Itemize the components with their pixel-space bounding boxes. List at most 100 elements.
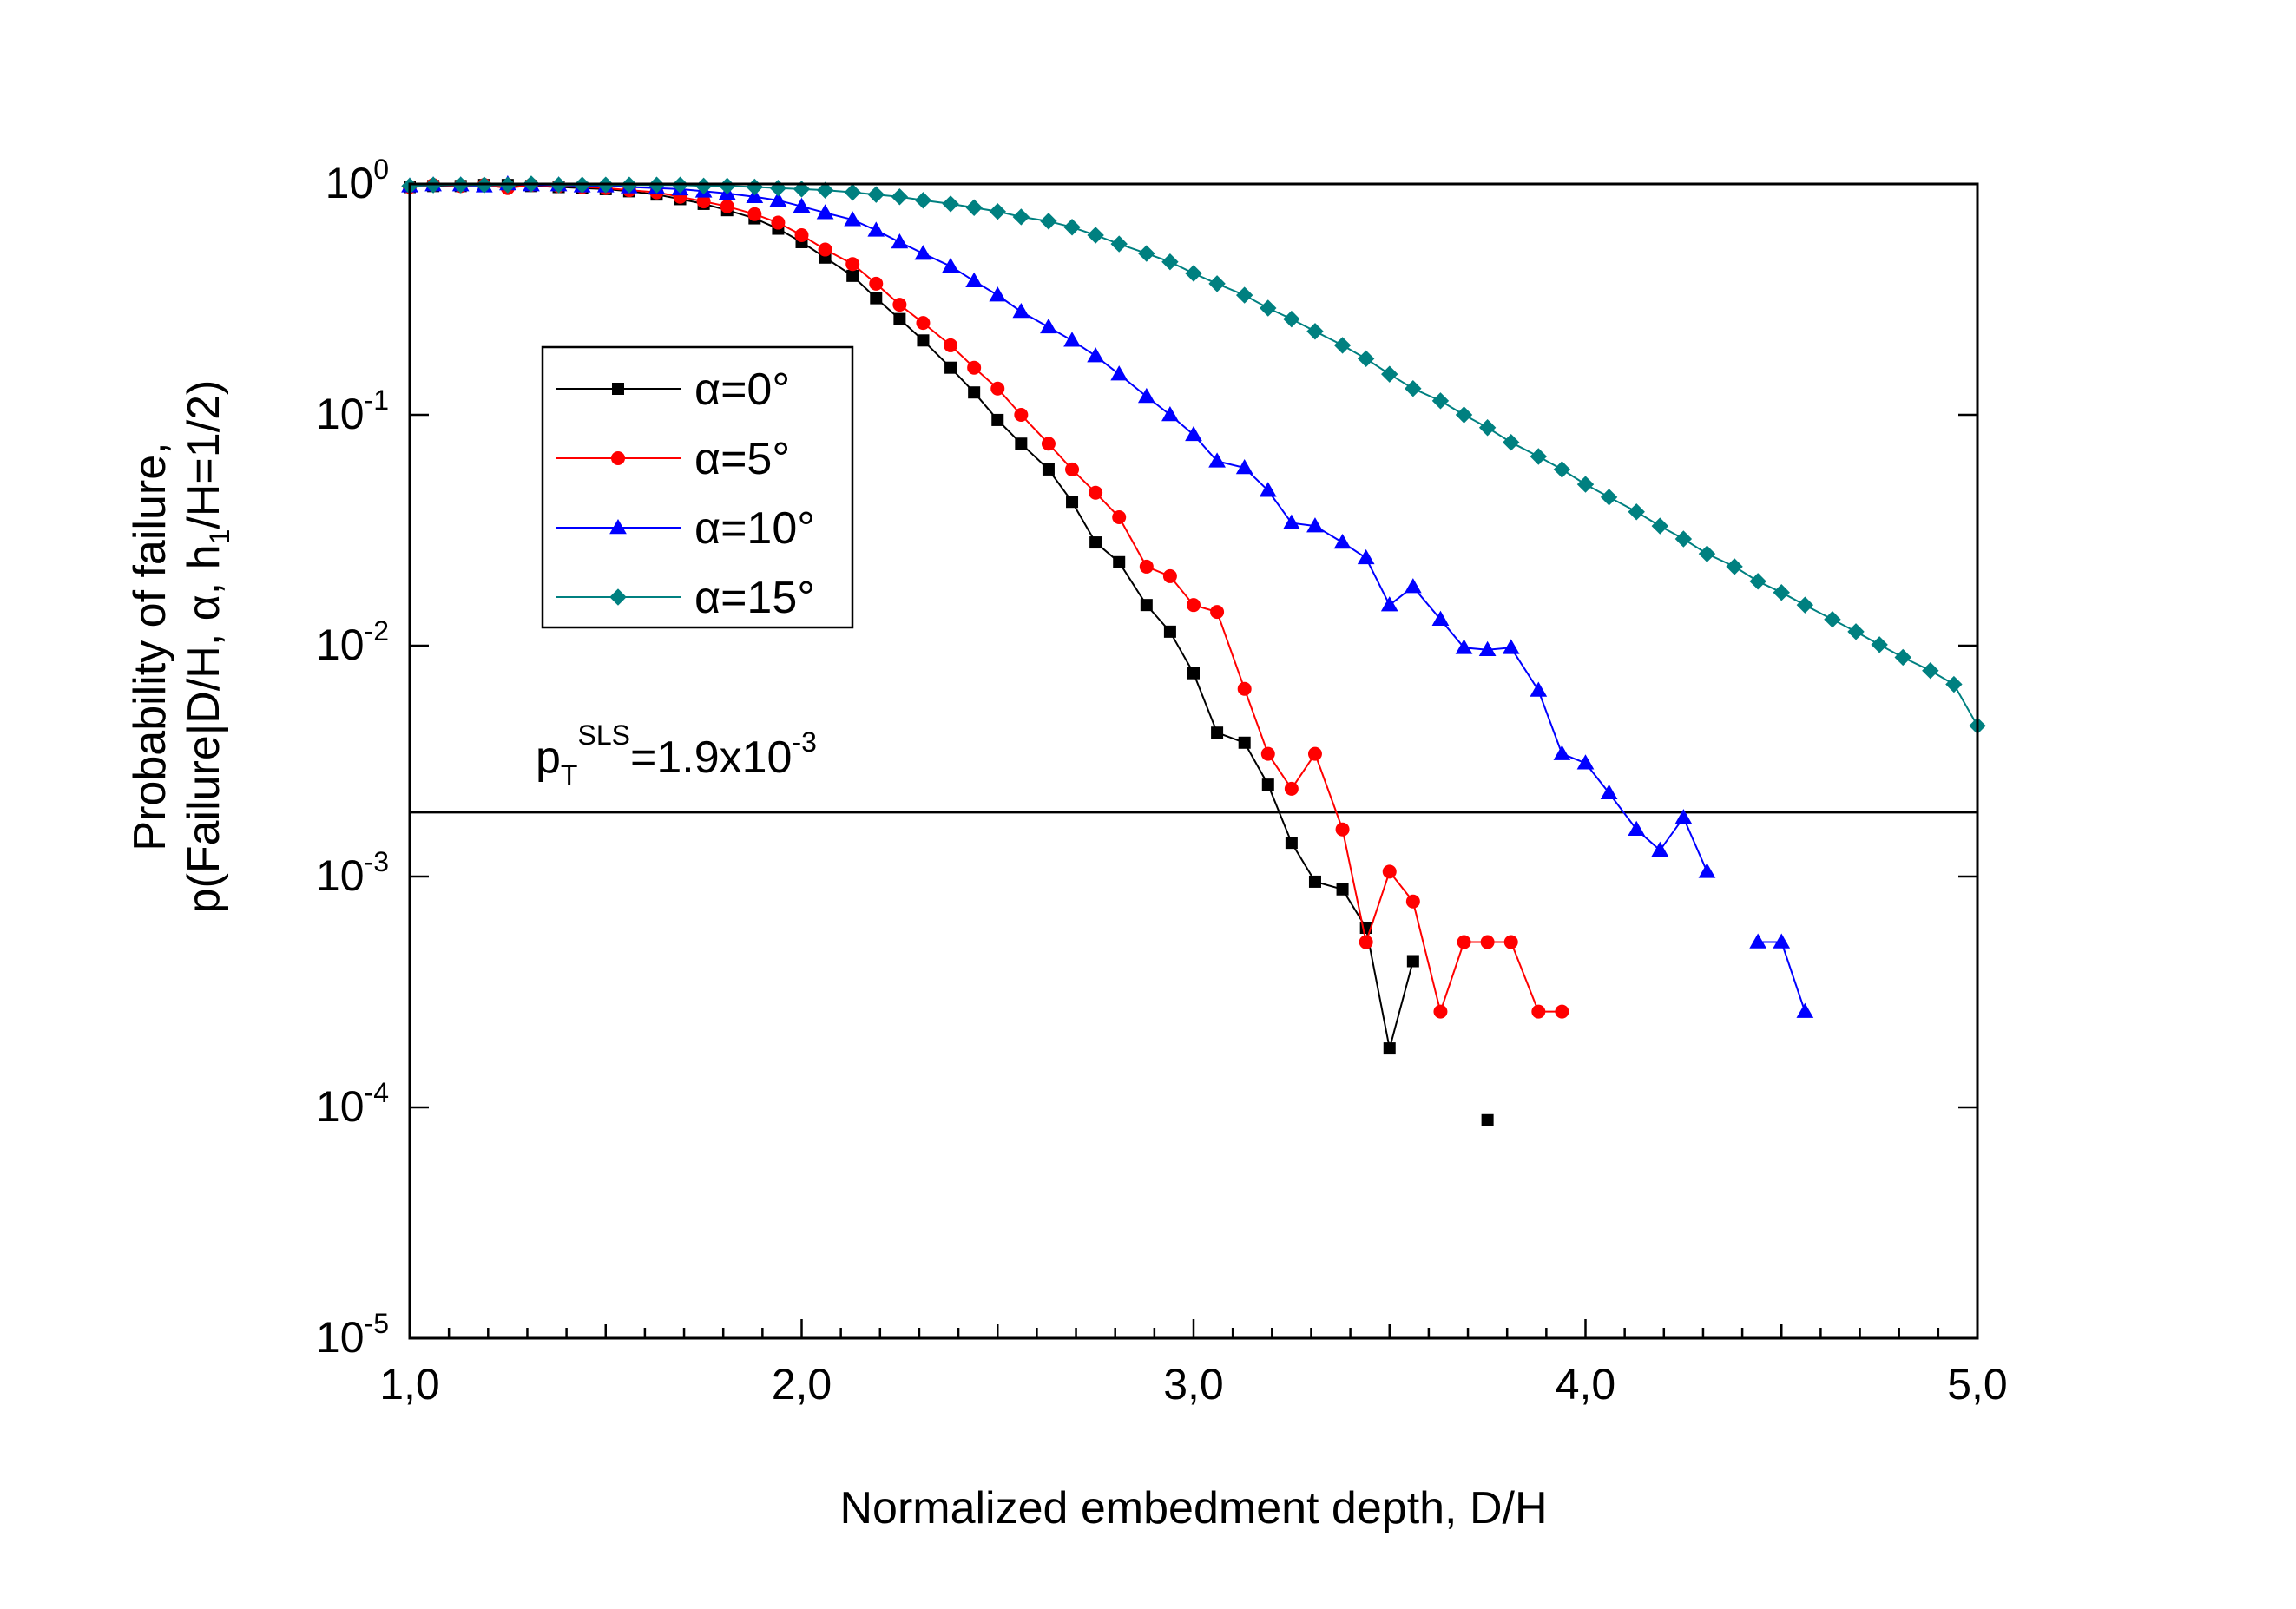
- data-point: [891, 188, 909, 206]
- data-point: [1431, 392, 1450, 410]
- plot-frame: [408, 182, 1979, 1340]
- data-point: [846, 269, 859, 282]
- data-point: [1208, 275, 1226, 292]
- x-tick-label: 1,0: [379, 1360, 440, 1409]
- x-tick-label: 3,0: [1163, 1360, 1224, 1409]
- data-point: [1405, 379, 1422, 397]
- data-point: [1749, 573, 1766, 590]
- data-point: [867, 221, 885, 237]
- legend-marker: [609, 588, 627, 606]
- data-point: [844, 211, 862, 227]
- data-point: [1576, 476, 1595, 493]
- legend-marker: [612, 383, 624, 395]
- data-point: [1749, 933, 1767, 949]
- y-axis-title: Probability of failure, p(Failure|D/H, α…: [125, 380, 235, 914]
- data-point: [720, 199, 734, 213]
- data-point: [1336, 883, 1349, 896]
- data-point: [1065, 462, 1080, 476]
- legend-marker: [609, 518, 627, 535]
- data-point: [1238, 736, 1251, 749]
- data-point: [1040, 318, 1057, 334]
- data-point: [1089, 536, 1102, 549]
- data-point: [944, 361, 957, 374]
- data-point: [944, 338, 958, 352]
- data-point: [1041, 437, 1056, 451]
- data-point: [794, 228, 809, 243]
- data-point: [892, 298, 907, 312]
- data-point: [1112, 510, 1127, 525]
- legend-item: α=15°: [556, 573, 815, 623]
- x-tick-label: 4,0: [1556, 1360, 1616, 1409]
- data-point: [1433, 1004, 1448, 1019]
- data-point: [1333, 337, 1352, 354]
- data-point: [793, 197, 811, 213]
- data-point: [1628, 820, 1646, 836]
- data-point: [1698, 863, 1716, 878]
- data-point: [1063, 332, 1081, 347]
- data-point: [914, 192, 932, 209]
- data-point: [1847, 623, 1865, 640]
- data-point: [867, 186, 885, 203]
- data-point: [869, 276, 884, 291]
- data-point: [1335, 822, 1350, 837]
- data-point: [1726, 558, 1743, 575]
- data-point: [845, 257, 860, 272]
- data-point: [1600, 489, 1618, 506]
- data-point: [816, 204, 834, 220]
- data-point: [1357, 350, 1375, 368]
- data-point: [1674, 809, 1693, 824]
- y-tick-label: 10-3: [316, 846, 389, 900]
- axis-ticks: [408, 182, 1979, 1340]
- data-point: [1185, 265, 1202, 282]
- legend-item: α=0°: [556, 364, 790, 415]
- data-point: [1306, 517, 1324, 533]
- data-point: [747, 207, 762, 221]
- legend-marker: [611, 451, 625, 465]
- data-point: [816, 181, 834, 199]
- data-point: [1922, 661, 1939, 680]
- data-point: [1553, 745, 1571, 760]
- data-point: [1187, 598, 1201, 613]
- data-point: [1040, 213, 1057, 230]
- data-point: [1306, 323, 1324, 340]
- data-point: [870, 292, 883, 305]
- data-point: [1553, 461, 1571, 478]
- data-point: [989, 286, 1007, 302]
- data-point: [1042, 463, 1055, 476]
- data-point: [1651, 517, 1668, 535]
- legend-label: α=0°: [694, 364, 790, 415]
- data-point: [1698, 545, 1716, 562]
- data-point: [1063, 219, 1081, 236]
- data-point: [1576, 754, 1595, 770]
- y-axis-title-line1: Probability of failure,: [125, 442, 175, 850]
- data-point: [917, 334, 930, 347]
- data-point: [1555, 1004, 1569, 1019]
- legend-label: α=5°: [694, 434, 790, 484]
- data-point: [1333, 534, 1352, 549]
- data-point: [1162, 568, 1177, 583]
- legend-label: α=15°: [694, 573, 815, 623]
- data-point: [1237, 681, 1252, 696]
- series-group: [401, 174, 1986, 1126]
- data-point: [1308, 875, 1321, 888]
- data-point: [1087, 227, 1104, 244]
- x-tick-labels: 1,0 2,0 3,0 4,0 5,0: [379, 1360, 2008, 1409]
- data-point: [1161, 253, 1179, 271]
- data-point: [965, 272, 984, 288]
- data-point: [1383, 1042, 1396, 1055]
- legend: α=0° α=5° α=10° α=15°: [541, 345, 854, 629]
- data-point: [1285, 837, 1298, 850]
- x-tick-label: 5,0: [1947, 1360, 2008, 1409]
- data-point: [990, 381, 1005, 396]
- data-point: [1139, 559, 1154, 574]
- data-point: [1894, 648, 1911, 667]
- legend-box: [541, 345, 854, 629]
- data-point: [1089, 485, 1103, 500]
- data-point: [1163, 625, 1176, 638]
- data-point: [1259, 482, 1277, 497]
- data-point: [1014, 408, 1029, 422]
- data-point: [1113, 555, 1126, 568]
- data-point: [1530, 681, 1548, 697]
- data-point: [1012, 303, 1030, 319]
